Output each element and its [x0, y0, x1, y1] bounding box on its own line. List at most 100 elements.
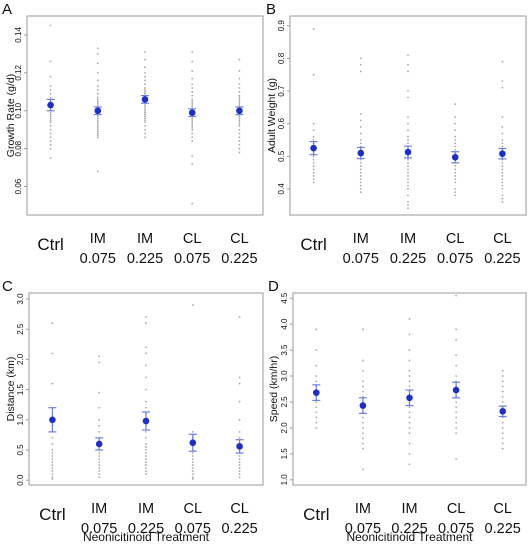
data-point	[238, 121, 241, 124]
data-point	[501, 369, 504, 372]
data-point	[455, 364, 457, 367]
x-tick-label: CL	[447, 501, 466, 517]
y-tick-label: 1.5	[16, 383, 25, 395]
y-tick-label: 0.08	[14, 140, 23, 156]
data-point	[501, 421, 504, 424]
data-point	[49, 121, 52, 124]
data-point	[144, 89, 146, 91]
data-point	[191, 467, 194, 469]
data-point	[49, 117, 52, 120]
data-point	[191, 478, 194, 480]
data-point	[454, 171, 457, 174]
data-point	[98, 361, 101, 364]
data-point	[238, 94, 241, 97]
data-point	[96, 96, 99, 99]
plot-frame	[289, 15, 527, 216]
data-point	[238, 473, 241, 476]
data-point	[238, 90, 241, 93]
data-point	[145, 406, 147, 409]
data-point	[362, 468, 364, 471]
data-point	[312, 158, 315, 161]
x-tick-label: CL	[493, 501, 512, 517]
data-point	[501, 161, 504, 164]
data-point	[49, 136, 52, 139]
data-point	[407, 64, 409, 66]
data-point	[359, 64, 362, 66]
x-tick-label: IM	[90, 231, 106, 247]
data-point	[238, 96, 241, 99]
mean-point	[141, 96, 149, 103]
data-point	[49, 132, 52, 135]
data-point	[49, 89, 52, 91]
data-point	[238, 77, 241, 80]
x-tick-label: Ctrl	[300, 235, 326, 254]
data-point	[238, 430, 241, 433]
data-point	[315, 349, 318, 351]
y-tick-label: 2.5	[280, 396, 289, 408]
data-point	[407, 207, 409, 210]
y-axis-label: Speed (km/hr)	[268, 356, 280, 423]
data-point	[501, 174, 504, 177]
data-point	[191, 70, 194, 72]
data-point	[359, 126, 362, 128]
x-tick-label: 0.075	[80, 251, 116, 267]
data-point	[96, 98, 99, 101]
data-point	[49, 143, 52, 146]
data-point	[49, 119, 52, 122]
data-point	[191, 123, 194, 125]
data-point	[51, 470, 54, 473]
data-point	[238, 143, 241, 146]
data-point	[191, 458, 194, 460]
data-point	[312, 178, 315, 181]
data-point	[359, 171, 362, 174]
y-tick-label: 2.0	[280, 422, 289, 434]
data-point	[408, 416, 411, 419]
mean-point	[49, 416, 56, 424]
x-tick-label: 0.225	[390, 251, 426, 267]
data-point	[98, 391, 101, 394]
data-point	[98, 473, 101, 476]
data-point	[362, 328, 364, 331]
data-point	[145, 437, 147, 439]
data-point	[49, 24, 52, 27]
data-point	[501, 375, 504, 377]
data-point	[144, 115, 146, 118]
mean-point	[452, 386, 460, 394]
data-point	[501, 201, 504, 203]
data-point	[144, 132, 146, 135]
y-tick-label: 0.4	[277, 183, 286, 195]
data-point	[454, 139, 457, 141]
data-point	[312, 165, 315, 167]
data-point	[408, 349, 411, 351]
data-point	[501, 142, 504, 145]
x-tick-label: CL	[230, 231, 249, 247]
x-tick-label: 0.075	[437, 251, 473, 267]
data-point	[362, 427, 364, 429]
data-point	[145, 458, 147, 460]
data-point	[145, 473, 147, 476]
y-tick-label: 3.5	[280, 344, 289, 356]
data-point	[362, 369, 364, 372]
data-point	[191, 121, 194, 124]
data-point	[408, 333, 411, 336]
data-point	[98, 470, 101, 473]
data-point	[191, 136, 194, 139]
data-point	[407, 204, 409, 207]
data-point	[238, 83, 241, 86]
data-point	[144, 75, 146, 78]
mean-point	[357, 149, 365, 157]
data-point	[51, 461, 54, 463]
data-point	[96, 92, 99, 95]
data-point	[51, 473, 54, 476]
mean-point	[359, 402, 367, 409]
data-point	[145, 364, 147, 367]
panel-letter: D	[268, 278, 279, 295]
data-point	[454, 142, 457, 145]
x-tick-label: CL	[183, 231, 202, 247]
data-point	[315, 411, 318, 414]
data-point	[362, 437, 364, 440]
data-point	[145, 388, 147, 391]
data-point	[144, 51, 146, 53]
data-point	[362, 380, 364, 383]
data-point	[407, 161, 409, 164]
